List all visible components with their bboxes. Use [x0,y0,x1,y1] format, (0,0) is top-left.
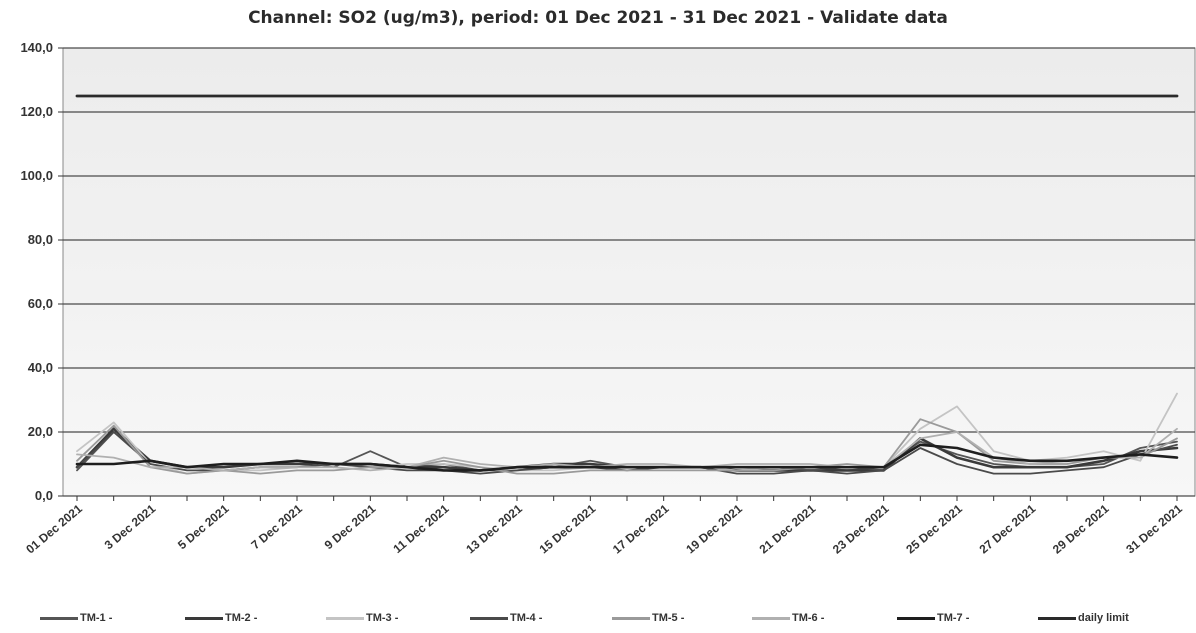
legend-item: TM-5 - [612,612,684,624]
y-tick-label: 0,0 [35,488,53,503]
legend-label: TM-7 - [937,612,970,624]
x-tick-label: 01 Dec 2021 [23,501,85,556]
legend-item: TM-1 - [40,612,112,624]
legend-item: TM-2 - [185,612,257,624]
legend-label: TM-1 - [80,612,113,624]
x-tick-label: 9 Dec 2021 [322,501,379,552]
legend-swatch [470,616,508,620]
chart-legend: TM-1 - TM-2 - TM-3 - TM-4 - TM-5 - TM-6 - TM-7… [0,612,1196,630]
legend-swatch [40,616,78,620]
legend-label: TM-3 - [366,612,399,624]
x-tick-label: 11 Dec 2021 [390,501,451,556]
plot-area [62,47,1196,497]
y-tick-label: 80,0 [28,232,53,247]
x-tick-label: 5 Dec 2021 [175,501,232,552]
legend-swatch [752,616,790,620]
y-tick-label: 40,0 [28,360,53,375]
x-tick-label: 29 Dec 2021 [1050,501,1112,556]
legend-item: TM-6 - [752,612,824,624]
legend-item: TM-4 - [470,612,542,624]
legend-label: TM-2 - [225,612,258,624]
series-line-5 [76,418,1178,475]
x-tick-label: 3 Dec 2021 [102,501,159,552]
x-tick-label: 17 Dec 2021 [610,501,672,556]
x-tick-label: 15 Dec 2021 [537,501,599,556]
legend-item: daily limit [1038,612,1129,624]
legend-swatch [326,616,364,620]
legend-item: TM-3 - [326,612,398,624]
chart-title: Channel: SO2 (ug/m3), period: 01 Dec 202… [248,8,948,28]
x-tick-label: 21 Dec 2021 [757,501,819,556]
series-line-7 [75,443,1179,472]
x-tick-label: 23 Dec 2021 [830,501,892,556]
legend-label: TM-5 - [652,612,685,624]
legend-swatch [1038,616,1076,620]
x-tick-label: 25 Dec 2021 [903,501,965,556]
x-tick-label: 27 Dec 2021 [977,501,1039,556]
y-tick-label: 120,0 [20,104,53,119]
legend-label: TM-4 - [510,612,543,624]
legend-item: TM-7 - [897,612,969,624]
legend-swatch [185,616,223,620]
legend-label: TM-6 - [792,612,825,624]
x-tick-label: 13 Dec 2021 [463,501,525,556]
legend-label: daily limit [1078,612,1129,624]
legend-swatch [897,616,935,620]
y-tick-label: 100,0 [20,168,53,183]
y-tick-label: 140,0 [20,40,53,55]
y-tick-label: 20,0 [28,424,53,439]
x-tick-label: 7 Dec 2021 [248,501,305,552]
x-tick-label: 31 Dec 2021 [1123,501,1185,556]
y-tick-label: 60,0 [28,296,53,311]
legend-swatch [612,616,650,620]
x-tick-label: 19 Dec 2021 [683,501,745,556]
